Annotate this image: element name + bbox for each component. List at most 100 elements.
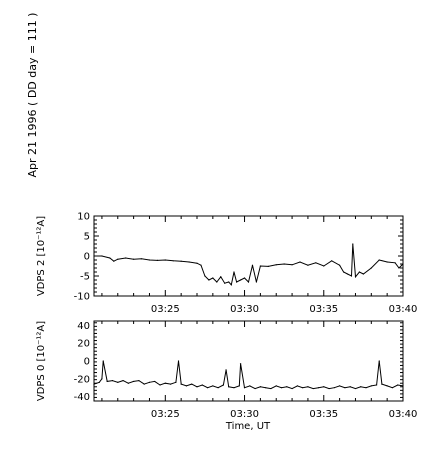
vdps0-data-point [378,360,380,362]
vdps2-axes-frame [93,215,404,297]
vdps2-data-point [354,276,357,278]
vdps0-data-point [243,387,246,389]
vdps0-data-point [254,387,256,390]
vdps0-data-point [249,385,251,387]
vdps2-data-point [291,264,293,266]
vdps2-data-point [208,279,210,281]
vdps0-data-point [280,387,283,389]
vdps2-data-point [101,255,103,257]
x-axis-label: Time, UT [225,421,271,432]
vdps0-data-point [339,385,341,387]
vdps0-data-point [365,387,367,389]
vdps0-data-point [169,383,172,385]
ytick-label: -5 [80,272,90,283]
vdps0-data-point [323,386,325,388]
vdps2-data-point [180,260,182,262]
vdps2-data-point [275,264,277,266]
vdps2-data-point [113,260,115,262]
panel-vdps2: 10 5 0 -5 -10 03:25 03:30 03:35 03:40 VDPS 2 [1… [36,212,417,316]
vdps2-ytick-labels: 10 5 0 -5 -10 [74,212,90,303]
ytick-label: 40 [77,321,90,332]
figure-title: Apr 21 1996 ( DD day = 111 ) [26,13,39,178]
xtick-label: 03:35 [309,409,338,420]
vdps2-data-point [125,257,127,259]
vdps2-data-point [239,279,242,281]
vdps2-data-point [233,271,235,273]
vdps0-data-layer [93,360,404,390]
vdps2-data-point [251,264,254,266]
vdps2-data-point [243,277,246,279]
vdps2-data-point [307,264,309,266]
vdps0-data-point [354,387,357,390]
vdps2-data-point [299,261,301,263]
vdps2-data-point [283,263,285,265]
vdps0-data-point [98,381,100,383]
vdps0-series-line [93,360,404,390]
vdps0-xtick-labels: 03:25 03:30 03:35 03:40 [151,409,418,420]
xtick-label: 03:40 [389,304,418,315]
vdps0-data-point [159,384,161,386]
vdps2-data-point [109,257,111,259]
vdps0-data-point [225,369,227,371]
ytick-label: -40 [74,392,90,403]
vdps0-ticks [94,321,404,402]
vdps2-data-point [236,281,238,283]
vdps2-data-point [370,267,372,269]
vdps0-data-point [386,385,388,387]
vdps2-series-line [94,243,404,286]
vdps2-data-point [339,264,341,266]
vdps2-data-point [362,273,364,275]
vdps2-data-point [386,261,388,263]
vdps0-data-point [212,385,214,387]
vdps0-data-point [201,384,203,386]
vdps0-data-point [360,386,362,388]
vdps0-data-point [164,382,166,384]
vdps2-data-point [140,258,143,260]
vdps2-data-point [342,271,345,273]
vdps0-axes-frame [93,320,404,402]
vdps0-data-point [191,383,193,385]
vdps2-data-point [220,276,222,278]
ytick-label: 0 [84,357,90,368]
vdps2-data-point [255,281,258,283]
vdps2-data-point [267,265,269,267]
vdps2-data-point [196,262,198,264]
vdps2-data-point [148,259,151,261]
vdps0-data-point [177,360,180,362]
vdps0-data-point [375,384,378,386]
vdps0-data-point [402,385,404,387]
vdps2-data-point [204,275,206,277]
vdps0-data-point [275,385,277,387]
vdps2-data-point [228,281,230,283]
vdps0-data-point [138,379,140,382]
vdps0-data-point [217,387,219,389]
vdps2-data-point [323,265,325,267]
vdps2-ticks [94,215,404,297]
vdps0-data-point [117,381,119,383]
vdps2-data-point [378,259,380,261]
vdps0-data-point [291,387,293,390]
vdps2-data-point [230,284,232,286]
vdps2-data-point [93,255,95,257]
vdps2-data-point [224,282,226,284]
vdps2-data-point [352,243,354,245]
vdps0-data-point [106,380,108,383]
xtick-label: 03:25 [151,304,180,315]
vdps2-data-point [398,267,400,269]
ytick-label: -20 [74,374,90,385]
ytick-label: 20 [77,339,90,350]
ytick-label: 5 [84,232,90,243]
vdps0-data-point [349,386,351,388]
vdps2-data-point [172,260,174,262]
vdps0-data-point [101,378,103,380]
vdps2-data-point [133,258,135,260]
ytick-label: -10 [74,292,90,303]
vdps2-xtick-labels: 03:25 03:30 03:35 03:40 [151,304,418,315]
vdps0-data-point [206,387,209,389]
vdps0-data-point [196,386,198,388]
vdps0-data-point [259,386,261,388]
vdps2-data-point [259,265,261,267]
vdps0-ytick-labels: 40 20 0 -20 -40 [74,321,90,403]
vdps0-data-point [370,385,372,387]
